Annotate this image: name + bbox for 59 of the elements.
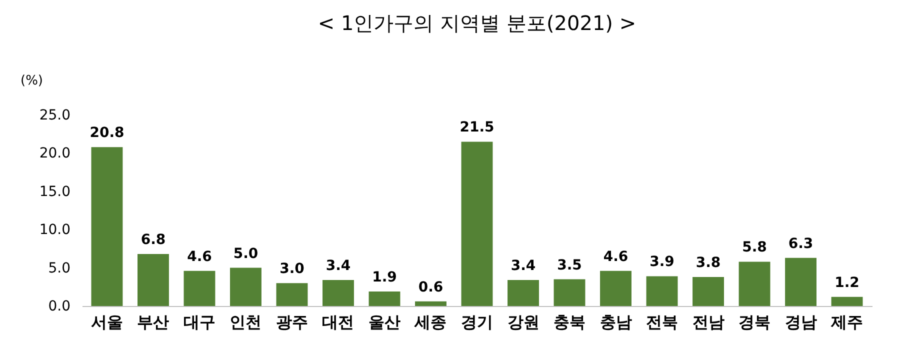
data-label: 3.5 bbox=[557, 257, 582, 274]
bar bbox=[738, 262, 770, 306]
chart-title: < 1인가구의 지역별 분포(2021) > bbox=[318, 11, 636, 35]
x-tick-label: 경북 bbox=[738, 312, 771, 332]
x-tick-label: 경기 bbox=[461, 312, 493, 332]
bar bbox=[831, 296, 863, 306]
x-tick-label: 대전 bbox=[322, 312, 354, 332]
x-tick-label: 세종 bbox=[414, 312, 447, 332]
data-label: 3.8 bbox=[696, 254, 721, 271]
bar bbox=[554, 279, 586, 306]
bar bbox=[692, 276, 724, 306]
bar bbox=[785, 258, 816, 306]
data-label: 3.9 bbox=[650, 254, 674, 270]
data-label: 21.5 bbox=[460, 120, 494, 136]
x-tick-label: 인천 bbox=[230, 312, 262, 332]
bar bbox=[322, 280, 354, 306]
data-label: 3.4 bbox=[326, 258, 351, 274]
bar bbox=[600, 270, 632, 306]
bar bbox=[184, 270, 216, 306]
bar bbox=[415, 301, 446, 306]
bar bbox=[508, 280, 539, 306]
x-tick-label: 충남 bbox=[600, 312, 632, 332]
x-tick-label: 부산 bbox=[137, 312, 170, 332]
y-tick-label: 15.0 bbox=[39, 184, 70, 200]
bar bbox=[138, 254, 169, 306]
data-label: 1.9 bbox=[372, 269, 397, 286]
data-label: 20.8 bbox=[90, 125, 124, 142]
data-label: 5.8 bbox=[742, 240, 767, 256]
data-label: 6.3 bbox=[788, 236, 814, 252]
x-tick-label: 서울 bbox=[90, 312, 123, 332]
x-tick-label: 전북 bbox=[646, 312, 678, 332]
data-label: 0.6 bbox=[418, 279, 444, 296]
y-axis-title: (%) bbox=[20, 74, 43, 88]
bar bbox=[91, 147, 123, 306]
x-tick-label: 충북 bbox=[554, 312, 586, 332]
data-label: 3.0 bbox=[280, 261, 305, 278]
bar bbox=[461, 142, 493, 306]
y-tick-label: 20.0 bbox=[39, 146, 70, 162]
data-label: 3.4 bbox=[510, 258, 536, 274]
data-label: 4.6 bbox=[187, 248, 212, 265]
bar bbox=[646, 276, 678, 306]
bar bbox=[230, 268, 262, 306]
data-label: 1.2 bbox=[834, 274, 860, 291]
x-tick-label: 경남 bbox=[784, 312, 817, 332]
x-tick-label: 제주 bbox=[830, 312, 864, 332]
x-tick-label: 광주 bbox=[276, 312, 308, 332]
y-tick-label: 0.0 bbox=[48, 298, 70, 314]
y-tick-label: 5.0 bbox=[48, 260, 70, 276]
y-tick-label: 25.0 bbox=[39, 108, 70, 124]
bar bbox=[276, 283, 308, 306]
data-label: 6.8 bbox=[140, 232, 166, 248]
x-tick-label: 강원 bbox=[507, 312, 540, 332]
data-label: 4.6 bbox=[603, 248, 628, 265]
x-tick-label: 울산 bbox=[368, 312, 400, 332]
data-label: 5.0 bbox=[233, 246, 258, 262]
x-tick-label: 전남 bbox=[692, 312, 724, 332]
bar bbox=[368, 291, 400, 306]
x-tick-label: 대구 bbox=[183, 312, 216, 332]
y-tick-label: 10.0 bbox=[39, 222, 70, 238]
